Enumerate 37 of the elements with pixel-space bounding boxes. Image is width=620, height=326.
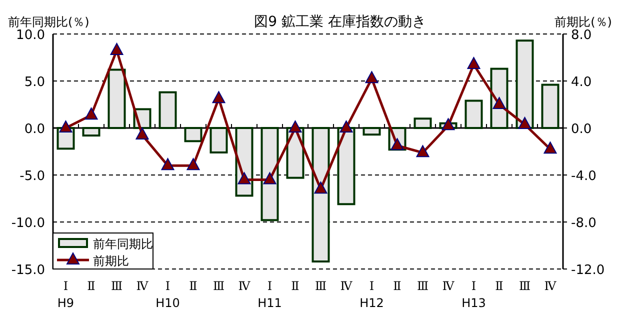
y-tick-label: 10.0 [16,28,45,43]
y-tick-label: -15.0 [11,263,45,278]
x-tick-label: Ⅲ [416,279,429,293]
y-axis-title: 前年同期比(％) [8,15,90,29]
x-tick-label: Ⅳ [442,279,456,293]
x-tick-label: Ⅳ [238,279,252,293]
y-tick-label: 5.0 [24,75,45,90]
x-tick-label: Ⅱ [87,279,96,293]
x-tick-label: Ⅲ [314,279,327,293]
y-tick-label: 0.0 [24,122,45,137]
x-tick-label: Ⅳ [340,279,354,293]
x-tick-label: Ⅳ [544,279,558,293]
x-tick-label: Ⅱ [291,279,300,293]
x-tick-label: Ⅲ [212,279,225,293]
legend-label: 前期比 [93,254,129,268]
x-tick-label: Ⅱ [393,279,402,293]
x-tick-label: Ⅳ [136,279,150,293]
x-tick-label: Ⅱ [189,279,198,293]
y2-tick-label: -4.0 [571,169,596,184]
y2-tick-label: 4.0 [571,75,592,90]
x-tick-label: Ⅰ H12 [360,279,384,310]
x-tick-label: Ⅰ H10 [156,279,180,310]
x-tick-label: Ⅰ H11 [258,279,282,310]
y2-tick-label: -8.0 [571,216,596,231]
y-tick-label: -10.0 [11,216,45,231]
y2-tick-label: 8.0 [571,28,592,43]
x-tick-label: Ⅰ H13 [462,279,486,310]
y2-tick-label: -12.0 [571,263,605,278]
y2-tick-label: 0.0 [571,122,592,137]
chart-title: 図9 鉱工業 在庫指数の動き [254,14,426,30]
y2-axis-title: 前期比(％) [554,15,612,29]
y-tick-label: -5.0 [20,169,45,184]
x-tick-label: Ⅰ H9 [57,279,74,310]
legend-label: 前年同期比 [93,237,153,251]
x-tick-label: Ⅲ [110,279,123,293]
x-tick-label: Ⅱ [495,279,504,293]
x-tick-label: Ⅲ [518,279,531,293]
